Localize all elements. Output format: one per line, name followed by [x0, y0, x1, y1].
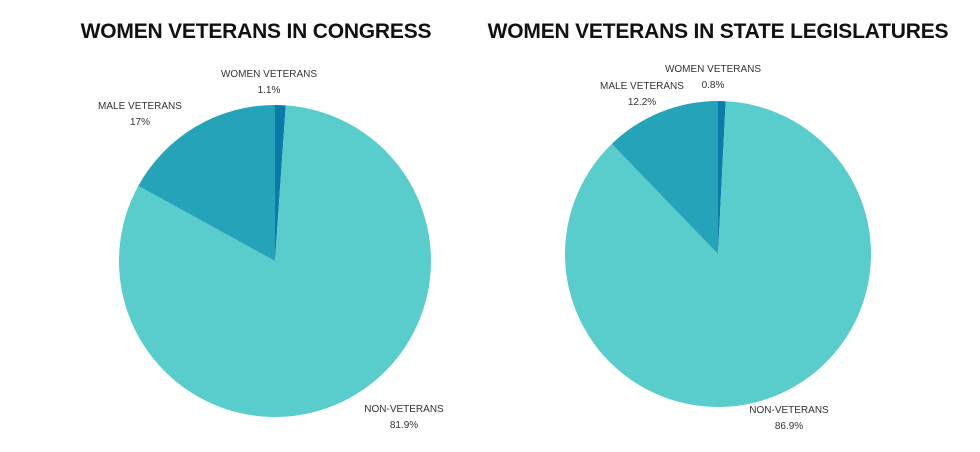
- congress-pie-labels: WOMEN VETERANS 1.1% NON-VETERANS 81.9% MALE …: [98, 69, 444, 431]
- chart-title-congress: WOMEN VETERANS IN CONGRESS: [81, 20, 432, 43]
- congress-pie-chart: WOMEN VETERANS IN CONGRESS WOMEN VETERAN…: [81, 20, 444, 431]
- slice-label-male-veterans: MALE VETERANS: [600, 81, 684, 92]
- slice-value-women-veterans: 0.8%: [702, 80, 725, 91]
- pie-slice-non-veterans: [565, 101, 871, 407]
- congress-pie-slices: [119, 104, 431, 418]
- slice-label-non-veterans: NON-VETERANS: [364, 404, 444, 415]
- state-legislatures-pie-chart: WOMEN VETERANS IN STATE LEGISLATURES WOM…: [488, 20, 949, 432]
- pie-slice-women-veterans: [718, 101, 726, 254]
- slice-label-male-veterans: MALE VETERANS: [98, 101, 182, 112]
- slice-label-women-veterans: WOMEN VETERANS: [221, 69, 317, 80]
- chart-title-state-legislatures: WOMEN VETERANS IN STATE LEGISLATURES: [488, 20, 949, 43]
- slice-value-male-veterans: 17%: [130, 117, 150, 128]
- state-legislatures-pie-slices: [565, 101, 871, 407]
- pie-slice-male-veterans: [611, 101, 718, 254]
- slice-value-male-veterans: 12.2%: [628, 97, 656, 108]
- pie-slice-non-veterans: [119, 105, 431, 418]
- slice-value-non-veterans: 81.9%: [390, 420, 418, 431]
- slice-value-women-veterans: 1.1%: [258, 85, 281, 96]
- pie-slice-women-veterans: [275, 105, 286, 261]
- slice-label-non-veterans: NON-VETERANS: [749, 405, 829, 416]
- state-legislatures-pie-labels: WOMEN VETERANS 0.8% NON-VETERANS 86.9% MALE …: [600, 64, 829, 432]
- pie-slice-male-veterans: [138, 104, 275, 261]
- slice-value-non-veterans: 86.9%: [775, 421, 803, 432]
- slice-label-women-veterans: WOMEN VETERANS: [665, 64, 761, 75]
